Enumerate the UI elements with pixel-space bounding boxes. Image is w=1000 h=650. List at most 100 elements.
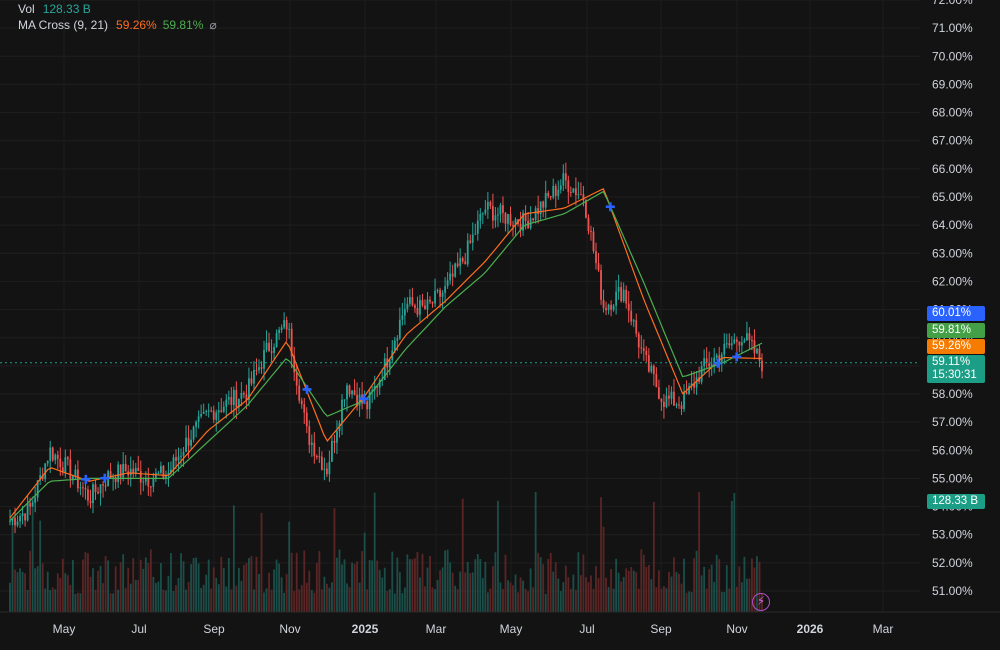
cross-marker — [359, 394, 369, 404]
candle-body — [134, 467, 137, 474]
cross-marker — [732, 352, 742, 362]
volume-bar — [275, 559, 278, 612]
x-tick-label: Jul — [131, 622, 146, 636]
volume-bar — [19, 568, 21, 612]
candle-body — [627, 303, 630, 311]
volume-bar — [293, 591, 296, 612]
volume-bar — [172, 591, 175, 612]
candle-body — [268, 342, 270, 352]
candle-body — [564, 173, 567, 181]
candle-body — [225, 399, 228, 407]
volume-bar — [31, 496, 34, 612]
volume-bar — [217, 584, 220, 612]
volume-bar — [456, 589, 459, 612]
volume-bar — [84, 552, 87, 612]
candle-body — [569, 191, 572, 193]
candle-body — [388, 360, 391, 368]
candle-body — [617, 287, 620, 292]
volume-bar — [142, 568, 145, 612]
volume-bar — [77, 592, 79, 612]
volume-bar — [577, 552, 580, 612]
candle-body — [514, 219, 517, 225]
volume-bar — [358, 582, 361, 612]
candle-body — [36, 480, 39, 498]
volume-bar — [69, 584, 72, 612]
candle-body — [479, 213, 482, 221]
candle-body — [288, 328, 291, 330]
candle-body — [690, 383, 693, 387]
x-tick-label: Sep — [203, 622, 225, 636]
volume-bar — [595, 566, 597, 612]
volume-bar — [605, 577, 607, 612]
volume-bar — [738, 566, 741, 612]
candle-body — [192, 426, 195, 440]
volume-bar — [471, 572, 474, 612]
volume-bar — [36, 566, 39, 612]
candle-body — [723, 343, 726, 355]
candle-body — [718, 355, 721, 362]
candle-body — [49, 447, 52, 462]
volume-bar — [512, 585, 514, 612]
volume-bar — [642, 554, 645, 612]
candle-body — [748, 333, 751, 341]
candle-body — [273, 347, 275, 353]
candle-body — [51, 447, 54, 461]
candle-body — [519, 224, 522, 231]
candle-body — [572, 188, 575, 193]
candle-body — [217, 410, 220, 413]
x-axis[interactable]: May Jul Sep Nov 2025 Mar May Jul Sep Nov 2026 Mar — [0, 611, 1000, 636]
candle-body — [544, 193, 547, 208]
candle-body — [524, 212, 527, 221]
x-tick-label: Mar — [426, 622, 447, 636]
candle-body — [333, 440, 336, 443]
volume-bar — [690, 591, 693, 612]
candle-body — [172, 457, 175, 470]
candle-body — [280, 327, 283, 330]
x-tick-label: 2025 — [352, 622, 379, 636]
volume-bar — [295, 552, 298, 612]
candle-body — [602, 299, 605, 308]
volume-bar — [225, 586, 228, 612]
volume-bar — [49, 589, 52, 612]
candle-body — [79, 487, 82, 489]
hide-indicator-icon[interactable]: ⌀ — [209, 18, 217, 32]
volume-bar — [167, 575, 170, 612]
ma-cross-legend[interactable]: MA Cross (9, 21) 59.26% 59.81% ⌀ — [18, 18, 217, 33]
candle-body — [431, 301, 434, 304]
volume-bar — [419, 577, 421, 612]
candle-body — [129, 468, 132, 476]
candle-body — [263, 350, 265, 369]
candle-body — [237, 398, 240, 408]
volume-bar — [665, 588, 668, 612]
volume-bar — [245, 562, 248, 612]
candle-body — [11, 518, 14, 521]
candle-body — [403, 309, 406, 316]
candle-body — [94, 484, 97, 492]
candle-body — [298, 385, 301, 401]
volume-bar — [597, 578, 600, 612]
volume-bar — [170, 553, 172, 612]
volume-badge: 128.33 B — [927, 494, 985, 509]
volume-legend[interactable]: Vol 128.33 B — [18, 2, 97, 17]
candle-body — [290, 328, 293, 356]
volume-bar — [175, 585, 177, 612]
volume-bar — [735, 586, 738, 612]
candle-body — [84, 488, 87, 490]
candle-body — [502, 205, 504, 213]
volume-bar — [484, 561, 487, 612]
candle-body — [104, 485, 107, 487]
candle-body — [670, 391, 673, 399]
candle-body — [144, 478, 147, 482]
volume-bar — [564, 565, 567, 612]
volume-bar — [210, 588, 213, 612]
candle-body — [197, 416, 200, 422]
candle-body — [640, 347, 643, 349]
volume-bar — [64, 573, 67, 612]
volume-bar — [509, 582, 512, 612]
volume-bar — [24, 573, 26, 612]
volume-bar — [11, 518, 14, 612]
volume-legend-label: Vol — [18, 2, 35, 16]
y-tick-label: 62.00% — [932, 274, 973, 288]
lightning-icon[interactable]: ⚡ — [752, 593, 770, 611]
